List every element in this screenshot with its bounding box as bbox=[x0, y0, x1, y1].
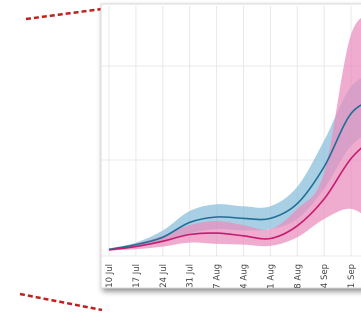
confidence-band-series-1 bbox=[109, 78, 361, 250]
x-tick-label: 24 Jul bbox=[159, 264, 169, 288]
series-line-1 bbox=[108, 104, 361, 251]
x-tick-label: 7 Aug bbox=[213, 264, 223, 289]
zoom-connector-bottom bbox=[19, 292, 103, 312]
confidence-bands bbox=[109, 18, 361, 251]
x-tick-label: 28 Aug bbox=[293, 264, 303, 294]
x-tick-label: 21 Aug bbox=[266, 264, 276, 294]
x-tick-label: 10 Jul bbox=[105, 264, 115, 288]
x-axis-ticks: 10 Jul 17 Jul 24 Jul 31 Jul 7 Aug 14 Aug 21 Au… bbox=[105, 264, 357, 294]
x-tick-label: 17 Jul bbox=[132, 264, 142, 288]
x-tick-label: 14 Aug bbox=[240, 264, 250, 294]
series-line-2 bbox=[108, 147, 361, 251]
x-tick-label: 11 Sep bbox=[347, 264, 357, 294]
x-tick-label: 31 Jul bbox=[186, 264, 196, 288]
x-tick-label: 4 Sep bbox=[320, 264, 330, 288]
zoom-connector-top bbox=[25, 7, 103, 21]
series-lines bbox=[108, 104, 361, 251]
